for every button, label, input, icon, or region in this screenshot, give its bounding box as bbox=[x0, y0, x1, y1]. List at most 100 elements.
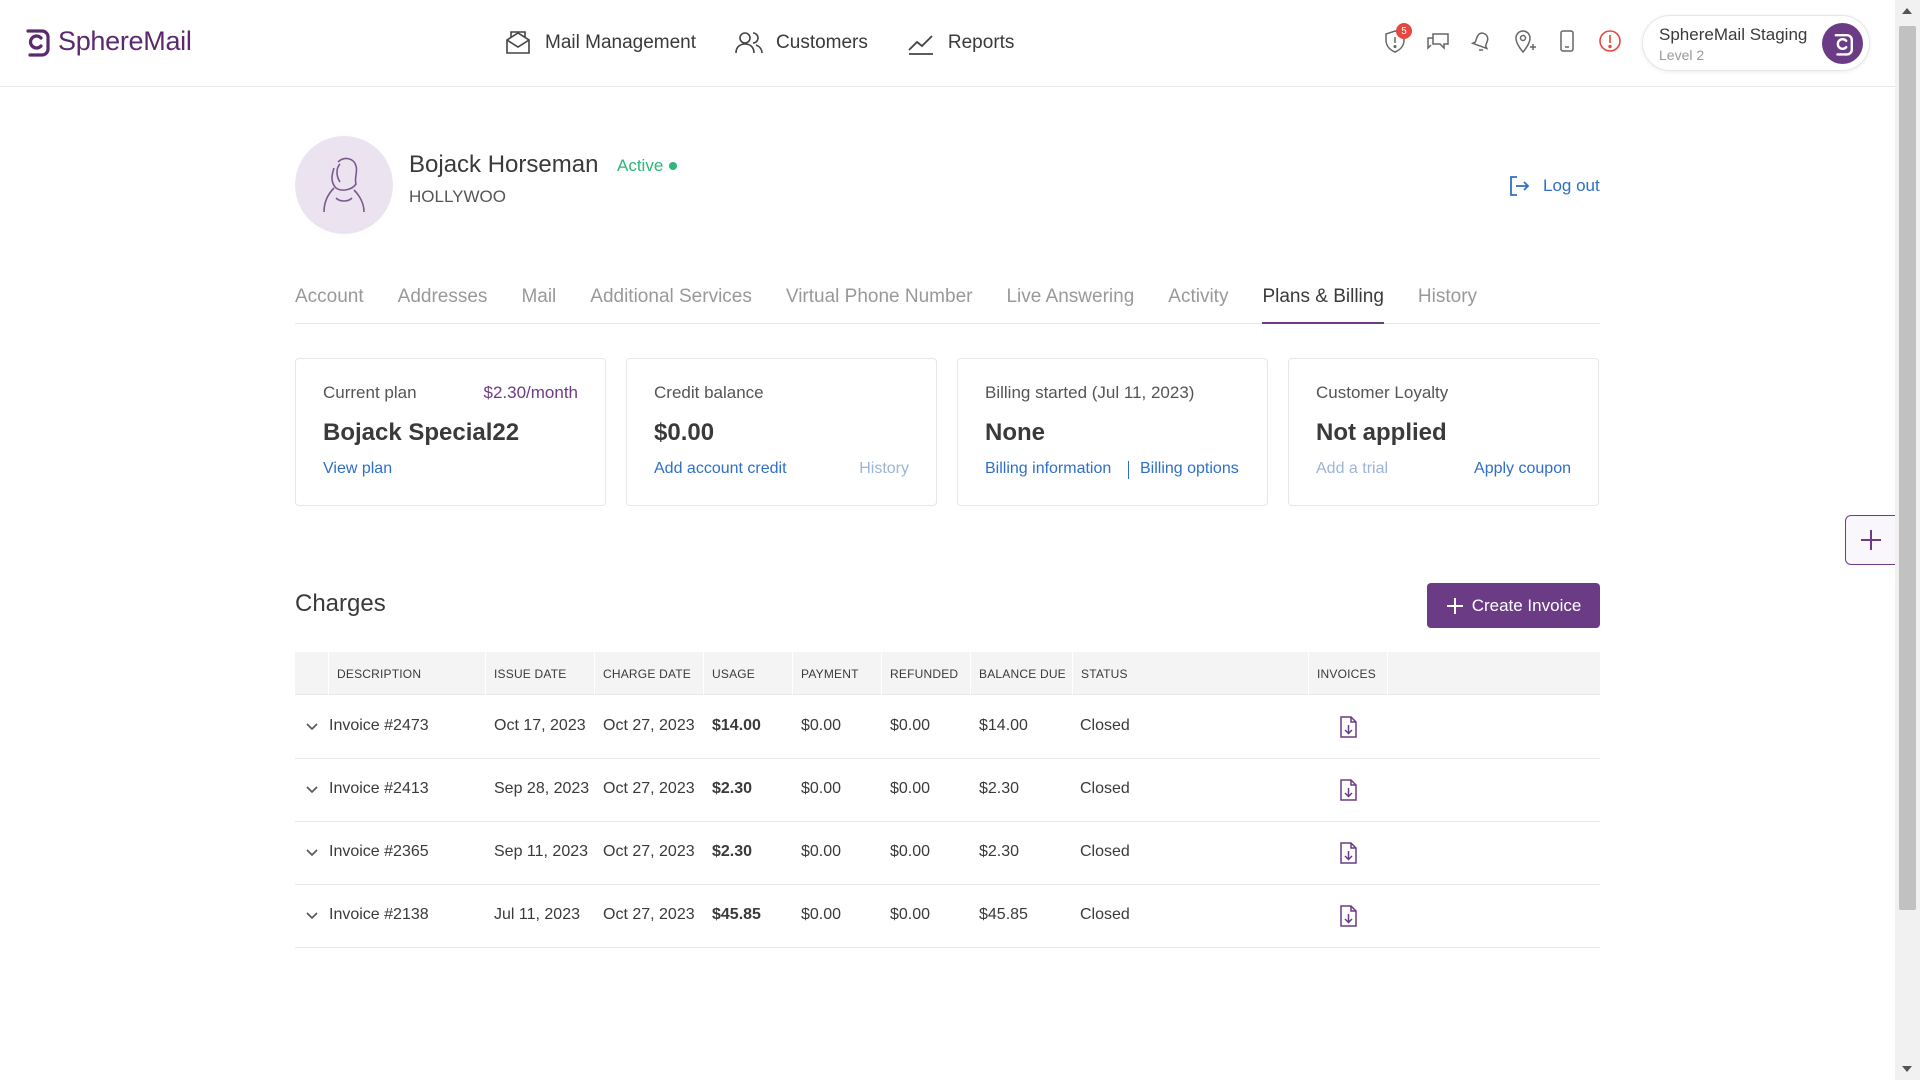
card-label: Customer Loyalty bbox=[1316, 383, 1449, 402]
cell-charge-date: Oct 27, 2023 bbox=[603, 717, 695, 734]
add-trial-link[interactable]: Add a trial bbox=[1316, 460, 1389, 477]
column-header-balance-due[interactable]: Balance due bbox=[979, 667, 1066, 681]
cell-status: Closed bbox=[1080, 906, 1130, 923]
tab-activity[interactable]: Activity bbox=[1168, 286, 1229, 307]
cell-description: Invoice #2413 bbox=[329, 780, 429, 797]
billing-options-link[interactable]: Billing options bbox=[1140, 460, 1239, 477]
status-text: Active bbox=[617, 156, 664, 175]
table-row[interactable]: Invoice #2138 Jul 11, 2023 Oct 27, 2023 … bbox=[295, 885, 1600, 948]
invoice-download-icon[interactable] bbox=[1335, 777, 1361, 803]
scroll-down-arrow-icon[interactable] bbox=[1902, 1066, 1912, 1072]
column-divider bbox=[328, 652, 329, 695]
page-scrollbar[interactable] bbox=[1895, 0, 1920, 1080]
tab-history[interactable]: History bbox=[1417, 286, 1478, 307]
chevron-down-icon[interactable] bbox=[305, 720, 319, 734]
column-header-charge-date[interactable]: Charge date bbox=[603, 667, 691, 681]
nav-reports[interactable]: Reports bbox=[906, 28, 1014, 58]
customer-avatar bbox=[295, 136, 393, 234]
column-header-invoices[interactable]: Invoices bbox=[1317, 667, 1376, 681]
view-plan-link[interactable]: View plan bbox=[323, 460, 393, 477]
credit-balance-card: Credit balance $0.00 Add account credit … bbox=[626, 358, 937, 506]
org-avatar bbox=[1822, 23, 1863, 64]
column-header-usage[interactable]: Usage bbox=[712, 667, 756, 681]
alert-button[interactable] bbox=[1597, 26, 1623, 56]
tab-plans-billing[interactable]: Plans & Billing bbox=[1262, 284, 1384, 324]
tab-virtual-phone-number[interactable]: Virtual Phone Number bbox=[785, 286, 973, 307]
column-divider bbox=[703, 652, 704, 695]
create-invoice-label: Create Invoice bbox=[1471, 595, 1582, 615]
table-row[interactable]: Invoice #2473 Oct 17, 2023 Oct 27, 2023 … bbox=[295, 696, 1600, 759]
bell-icon bbox=[1470, 32, 1489, 51]
tab-additional-services[interactable]: Additional Services bbox=[590, 286, 752, 307]
brand-name: SphereMail bbox=[58, 26, 192, 56]
cell-status: Closed bbox=[1080, 843, 1130, 860]
cell-payment: $0.00 bbox=[801, 780, 842, 797]
plan-name: Bojack Special22 bbox=[323, 419, 520, 446]
chevron-down-icon[interactable] bbox=[305, 846, 319, 860]
floating-add-button[interactable] bbox=[1845, 515, 1895, 565]
cell-balance-due: $2.30 bbox=[979, 780, 1020, 797]
apply-coupon-link[interactable]: Apply coupon bbox=[1474, 460, 1571, 477]
tab-mail[interactable]: Mail bbox=[521, 286, 557, 307]
column-header-description[interactable]: Description bbox=[337, 667, 422, 681]
chat-button[interactable] bbox=[1425, 26, 1451, 56]
logout-label: Log out bbox=[1543, 176, 1600, 195]
spheremail-logo-icon bbox=[26, 28, 50, 57]
logout-button[interactable]: Log out bbox=[1507, 174, 1600, 198]
tab-live-answering[interactable]: Live Answering bbox=[1006, 286, 1135, 307]
invoice-download-icon[interactable] bbox=[1335, 840, 1361, 866]
mobile-phone-icon bbox=[1560, 30, 1574, 52]
chevron-down-icon[interactable] bbox=[305, 783, 319, 797]
add-account-credit-link[interactable]: Add account credit bbox=[654, 460, 787, 477]
chat-icon bbox=[1427, 33, 1449, 50]
brand-logo[interactable]: SphereMail bbox=[22, 26, 192, 57]
cell-usage: $2.30 bbox=[712, 843, 753, 860]
nav-mail-management[interactable]: Mail Management bbox=[503, 28, 696, 58]
column-header-issue-date[interactable]: Issue date bbox=[494, 667, 567, 681]
tab-account[interactable]: Account bbox=[295, 286, 364, 307]
table-row[interactable]: Invoice #2413 Sep 28, 2023 Oct 27, 2023 … bbox=[295, 759, 1600, 822]
cell-refunded: $0.00 bbox=[890, 780, 931, 797]
plus-icon bbox=[1446, 597, 1463, 614]
cell-usage: $45.85 bbox=[712, 906, 761, 923]
credit-history-link[interactable]: History bbox=[859, 460, 909, 477]
cell-description: Invoice #2138 bbox=[329, 906, 429, 923]
plus-icon bbox=[1860, 530, 1881, 550]
cell-refunded: $0.00 bbox=[890, 717, 931, 734]
org-level: Level 2 bbox=[1659, 47, 1705, 63]
cell-balance-due: $2.30 bbox=[979, 843, 1020, 860]
status-dot-icon bbox=[669, 162, 678, 170]
bell-button[interactable] bbox=[1468, 26, 1494, 56]
invoice-download-icon[interactable] bbox=[1335, 714, 1361, 740]
column-divider bbox=[1387, 652, 1388, 695]
column-header-payment[interactable]: Payment bbox=[801, 667, 859, 681]
cell-payment: $0.00 bbox=[801, 843, 842, 860]
location-button[interactable] bbox=[1511, 26, 1537, 56]
create-invoice-button[interactable]: Create Invoice bbox=[1427, 583, 1600, 628]
shield-alert-button[interactable]: 5 bbox=[1382, 23, 1412, 56]
chevron-down-icon[interactable] bbox=[305, 909, 319, 923]
tab-addresses[interactable]: Addresses bbox=[397, 286, 488, 307]
card-label: Billing started (Jul 11, 2023) bbox=[985, 383, 1195, 402]
column-divider bbox=[970, 652, 971, 695]
column-header-status[interactable]: Status bbox=[1081, 667, 1128, 681]
nav-customers[interactable]: Customers bbox=[734, 28, 868, 58]
scroll-thumb[interactable] bbox=[1899, 26, 1916, 910]
scroll-up-arrow-icon[interactable] bbox=[1902, 8, 1912, 14]
billing-started-card: Billing started (Jul 11, 2023) None Bill… bbox=[957, 358, 1268, 506]
cell-refunded: $0.00 bbox=[890, 906, 931, 923]
billing-information-link[interactable]: Billing information bbox=[985, 460, 1112, 477]
cell-refunded: $0.00 bbox=[890, 843, 931, 860]
header-icons: 5 bbox=[1382, 23, 1623, 56]
invoice-download-icon[interactable] bbox=[1335, 903, 1361, 929]
cell-charge-date: Oct 27, 2023 bbox=[603, 843, 695, 860]
column-header-refunded[interactable]: Refunded bbox=[890, 667, 959, 681]
logout-icon bbox=[1510, 176, 1530, 196]
customer-loyalty-card: Customer Loyalty Not applied Add a trial… bbox=[1288, 358, 1599, 506]
table-row[interactable]: Invoice #2365 Sep 11, 2023 Oct 27, 2023 … bbox=[295, 822, 1600, 885]
column-divider bbox=[792, 652, 793, 695]
mobile-button[interactable] bbox=[1554, 26, 1580, 56]
column-divider bbox=[594, 652, 595, 695]
org-switcher[interactable]: SphereMail Staging Level 2 bbox=[1642, 15, 1870, 71]
cell-payment: $0.00 bbox=[801, 717, 842, 734]
